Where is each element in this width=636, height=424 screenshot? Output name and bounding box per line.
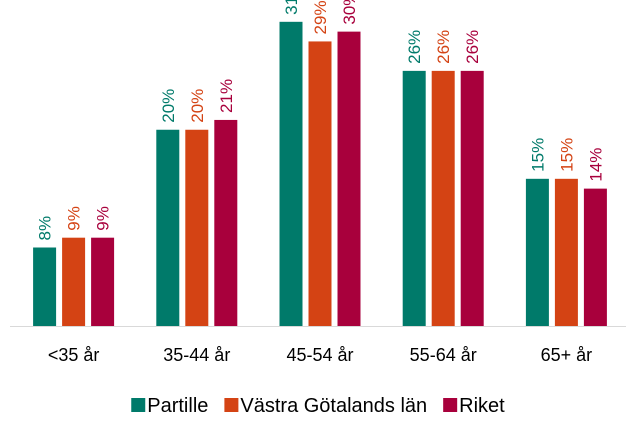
x-tick-label-0: <35 år (48, 345, 100, 365)
legend-label-partille: Partille (147, 395, 208, 417)
data-label-v-stra-g-talands-l-n-3: 26% (434, 30, 453, 64)
bars-layer (33, 21, 607, 326)
data-label-riket-2: 30% (340, 0, 359, 25)
legend-label-v-stra-g-talands-l-n: Västra Götalands län (240, 395, 427, 417)
bar-v-stra-g-talands-l-n-2 (308, 41, 332, 326)
legend-swatch-riket (443, 398, 458, 412)
data-label-partille-3: 26% (405, 30, 424, 64)
bar-partille-4 (525, 178, 549, 326)
bar-partille-1 (156, 129, 180, 326)
bar-v-stra-g-talands-l-n-1 (185, 129, 209, 326)
bar-riket-1 (214, 119, 238, 326)
legend: Partille Västra Götalands län Riket (131, 395, 505, 417)
data-label-v-stra-g-talands-l-n-1: 20% (188, 89, 207, 123)
bar-v-stra-g-talands-l-n-0 (62, 237, 86, 326)
legend-label-riket: Riket (459, 395, 505, 417)
x-tick-labels: <35 år 35-44 år 45-54 år 55-64 år 65+ år (48, 345, 592, 365)
data-label-riket-4: 14% (586, 148, 605, 182)
data-label-v-stra-g-talands-l-n-2: 29% (311, 0, 330, 34)
x-tick-label-3: 55-64 år (410, 345, 477, 365)
data-label-partille-1: 20% (159, 89, 178, 123)
legend-swatch-v-stra-g-talands-l-n (224, 398, 239, 412)
data-label-riket-3: 26% (463, 30, 482, 64)
legend-item-riket: Riket (443, 395, 505, 417)
bar-riket-2 (337, 31, 361, 326)
legend-item-partille: Partille (131, 395, 208, 417)
bar-riket-0 (91, 237, 115, 326)
bar-partille-0 (33, 247, 57, 326)
x-tick-label-1: 35-44 år (163, 345, 230, 365)
data-label-v-stra-g-talands-l-n-4: 15% (557, 138, 576, 172)
bar-partille-3 (402, 70, 426, 326)
legend-swatch-partille (131, 398, 146, 412)
bar-v-stra-g-talands-l-n-4 (554, 178, 578, 326)
legend-item-v-stra-g-talands-l-n: Västra Götalands län (224, 395, 427, 417)
bar-v-stra-g-talands-l-n-3 (431, 70, 455, 326)
data-label-partille-0: 8% (36, 216, 55, 241)
data-label-v-stra-g-talands-l-n-0: 9% (65, 206, 84, 231)
data-label-riket-0: 9% (94, 206, 113, 231)
data-label-partille-2: 31% (282, 0, 301, 15)
x-tick-label-2: 45-54 år (286, 345, 353, 365)
bar-partille-2 (279, 21, 303, 326)
data-label-partille-4: 15% (528, 138, 547, 172)
bar-riket-3 (460, 70, 484, 326)
data-label-riket-1: 21% (217, 79, 236, 113)
x-tick-label-4: 65+ år (541, 345, 593, 365)
data-labels-layer: 8% 9% 9% 20% 20% 21% 31% 29% 30% 26% 26% 26% 15% 15% 1… (36, 0, 606, 241)
bar-riket-4 (583, 188, 607, 326)
